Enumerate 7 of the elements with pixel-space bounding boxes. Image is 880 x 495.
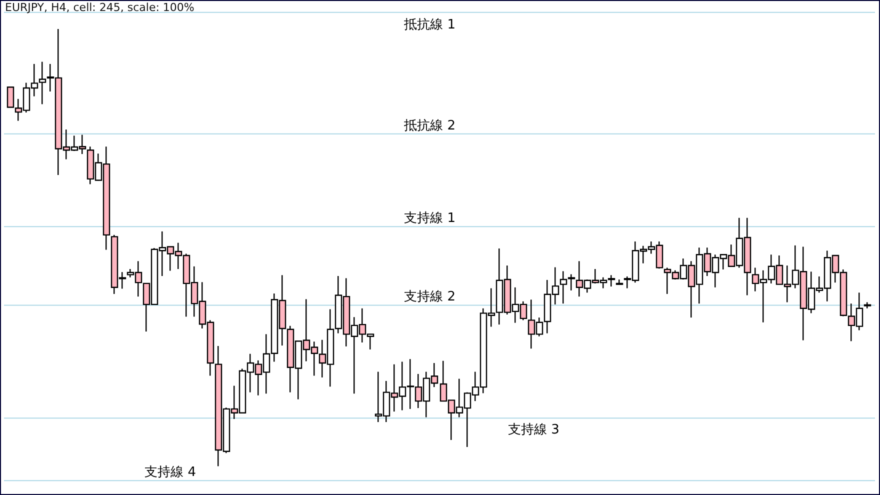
ref-line-label: 支持線 1	[404, 210, 456, 226]
chart-title: EURJPY, H4, cell: 245, scale: 100%	[5, 1, 194, 14]
ref-line-label: 抵抗線 2	[403, 118, 456, 134]
ref-line-label: 支持線 2	[404, 290, 456, 305]
ref-line-label: 支持線 3	[508, 422, 560, 438]
ref-line-label: 支持線 4	[144, 465, 196, 480]
ref-line-label: 抵抗線 1	[403, 18, 456, 33]
